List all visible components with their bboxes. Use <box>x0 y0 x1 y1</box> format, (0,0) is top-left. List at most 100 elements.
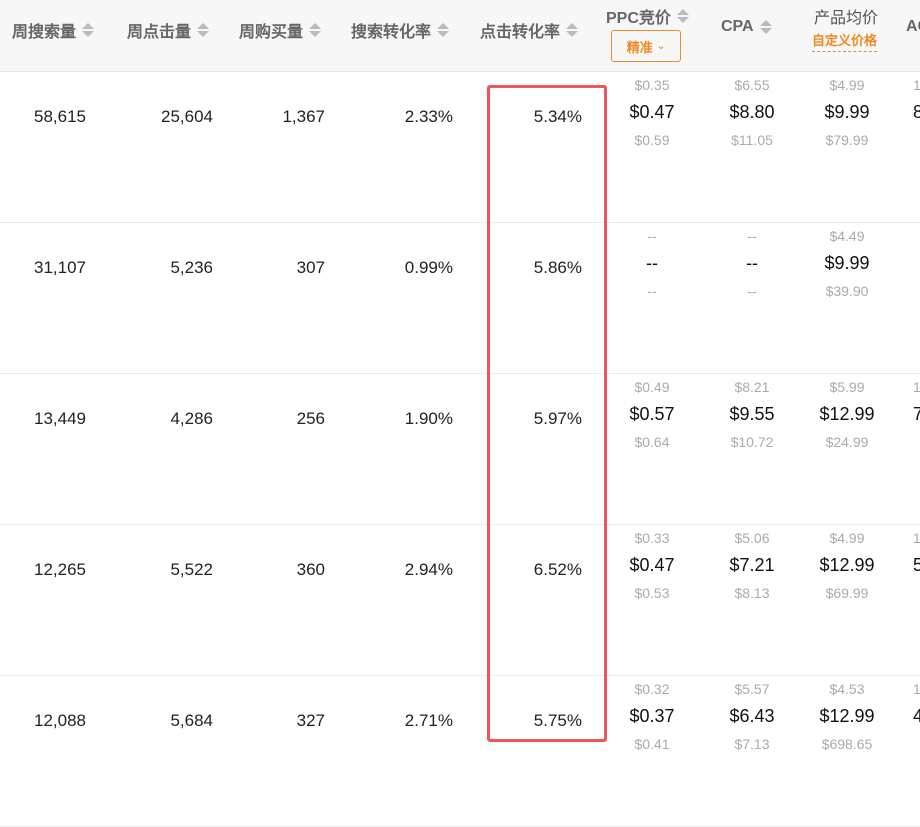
search-conversion: 1.90% <box>404 409 453 428</box>
weekly-searches: 58,615 <box>34 107 86 126</box>
next-column-values: 1 7 <box>913 379 920 425</box>
weekly-searches: 12,088 <box>34 711 86 730</box>
sort-icon[interactable] <box>309 23 322 37</box>
cpa-range-high: $8.13 <box>734 585 770 601</box>
ppc-range-low: $0.35 <box>634 77 670 93</box>
ppc-mode-label: 精准 <box>626 39 653 55</box>
cpa-range-low: $5.06 <box>734 530 770 546</box>
cpa-range-low: $5.57 <box>734 681 770 697</box>
cpa-range-high: -- <box>747 283 757 299</box>
price-range: $4.99 $12.99 $69.99 <box>797 530 897 601</box>
header-weekly-purchases[interactable]: 周购买量 <box>239 18 322 42</box>
next-low: 1 <box>913 379 920 395</box>
ppc-range-low: $0.33 <box>634 530 670 546</box>
next-mid: 4 <box>913 706 920 726</box>
price-range-mid: $12.99 <box>819 555 875 575</box>
table-row[interactable]: 13,449 4,286 256 1.90% 5.97% $0.49 $0.57… <box>0 374 920 525</box>
ppc-range-high: $0.64 <box>634 434 670 450</box>
next-low: 1 <box>913 681 920 697</box>
weekly-purchases: 256 <box>296 409 325 428</box>
sort-icon[interactable] <box>197 23 210 37</box>
table-row[interactable]: 12,088 5,684 327 2.71% 5.75% $0.32 $0.37… <box>0 676 920 827</box>
header-click-conversion[interactable]: 点击转化率 <box>480 18 579 42</box>
cpa-range: $6.55 $8.80 $11.05 <box>702 77 802 148</box>
ppc-range-low: $0.49 <box>634 379 670 395</box>
table-row[interactable]: 58,615 25,604 1,367 2.33% 5.34% $0.35 $0… <box>0 72 920 223</box>
price-range-low: $4.99 <box>829 77 865 93</box>
header-cpa[interactable]: CPA <box>721 18 772 36</box>
header-label: 搜索转化率 <box>351 24 432 41</box>
table-row[interactable]: 31,107 5,236 307 0.99% 5.86% -- -- -- --… <box>0 223 920 374</box>
click-conversion: 5.97% <box>533 409 582 428</box>
ppc-range-mid: $0.47 <box>629 555 675 575</box>
table-header: 周搜索量 周点击量 周购买量 搜索转化率 点击转化率 PPC竞价 精准 ⌄ CPA… <box>0 0 920 72</box>
ppc-range: $0.33 $0.47 $0.53 <box>602 530 702 601</box>
header-search-conversion[interactable]: 搜索转化率 <box>351 18 450 42</box>
weekly-purchases: 360 <box>296 560 325 579</box>
price-range-high: $69.99 <box>825 585 869 601</box>
price-range-high: $24.99 <box>825 434 869 450</box>
weekly-clicks: 4,286 <box>170 409 213 428</box>
sort-icon[interactable] <box>566 23 579 37</box>
search-conversion: 2.71% <box>404 711 453 730</box>
cpa-range-mid: -- <box>746 253 758 273</box>
next-column-values: 1 8 <box>913 77 920 123</box>
price-range-high: $79.99 <box>825 132 869 148</box>
next-mid: 8 <box>913 102 920 122</box>
search-conversion: 2.94% <box>404 560 453 579</box>
header-label: 周搜索量 <box>12 24 77 41</box>
weekly-clicks: 5,684 <box>170 711 213 730</box>
click-conversion: 5.75% <box>533 711 582 730</box>
search-conversion: 2.33% <box>404 107 453 126</box>
cpa-range: -- -- -- <box>702 228 802 299</box>
cpa-range-mid: $9.55 <box>729 404 775 424</box>
weekly-purchases: 327 <box>296 711 325 730</box>
click-conversion: 6.52% <box>533 560 582 579</box>
ppc-range-mid: $0.47 <box>629 102 675 122</box>
price-range-mid: $12.99 <box>819 404 875 424</box>
next-mid: 7 <box>913 404 920 424</box>
highlight-box <box>487 85 607 742</box>
cpa-range-high: $11.05 <box>731 132 773 148</box>
sort-icon[interactable] <box>82 23 95 37</box>
header-label: 周点击量 <box>127 24 192 41</box>
price-range-low: $4.49 <box>829 228 865 244</box>
weekly-searches: 31,107 <box>34 258 86 277</box>
table-row[interactable]: 12,265 5,522 360 2.94% 6.52% $0.33 $0.47… <box>0 525 920 676</box>
cpa-range: $8.21 $9.55 $10.72 <box>702 379 802 450</box>
cpa-range-high: $7.13 <box>734 736 770 752</box>
cpa-range-low: -- <box>747 228 757 244</box>
search-conversion: 0.99% <box>404 258 453 277</box>
price-range: $4.53 $12.99 $698.65 <box>797 681 897 752</box>
cpa-range-low: $6.55 <box>734 77 770 93</box>
next-column-values: 1 4 <box>913 681 920 727</box>
price-range-low: $5.99 <box>829 379 865 395</box>
ppc-range-high: $0.53 <box>634 585 670 601</box>
cpa-range: $5.06 $7.21 $8.13 <box>702 530 802 601</box>
weekly-searches: 12,265 <box>34 560 86 579</box>
sort-icon[interactable] <box>759 20 772 34</box>
click-conversion: 5.34% <box>533 107 582 126</box>
price-range: $5.99 $12.99 $24.99 <box>797 379 897 450</box>
next-mid: 5 <box>913 555 920 575</box>
price-range-mid: $12.99 <box>819 706 875 726</box>
custom-price-link[interactable]: 自定义价格 <box>812 30 878 52</box>
header-ppc[interactable]: PPC竞价 <box>606 4 689 28</box>
ppc-mode-dropdown[interactable]: 精准 ⌄ <box>611 30 681 62</box>
click-conversion: 5.86% <box>533 258 582 277</box>
header-weekly-searches[interactable]: 周搜索量 <box>12 18 95 42</box>
cpa-range-mid: $7.21 <box>729 555 775 575</box>
sort-icon[interactable] <box>437 23 450 37</box>
cpa-range-mid: $8.80 <box>729 102 775 122</box>
weekly-clicks: 5,522 <box>170 560 213 579</box>
weekly-searches: 13,449 <box>34 409 86 428</box>
price-range-mid: $9.99 <box>824 253 870 273</box>
cpa-range-mid: $6.43 <box>729 706 775 726</box>
weekly-purchases: 307 <box>296 258 325 277</box>
price-range-high: $39.90 <box>825 283 869 299</box>
next-low: 1 <box>913 77 920 93</box>
ppc-range: $0.49 $0.57 $0.64 <box>602 379 702 450</box>
sort-icon[interactable] <box>676 9 689 23</box>
price-range-mid: $9.99 <box>824 102 870 122</box>
header-weekly-clicks[interactable]: 周点击量 <box>127 18 210 42</box>
